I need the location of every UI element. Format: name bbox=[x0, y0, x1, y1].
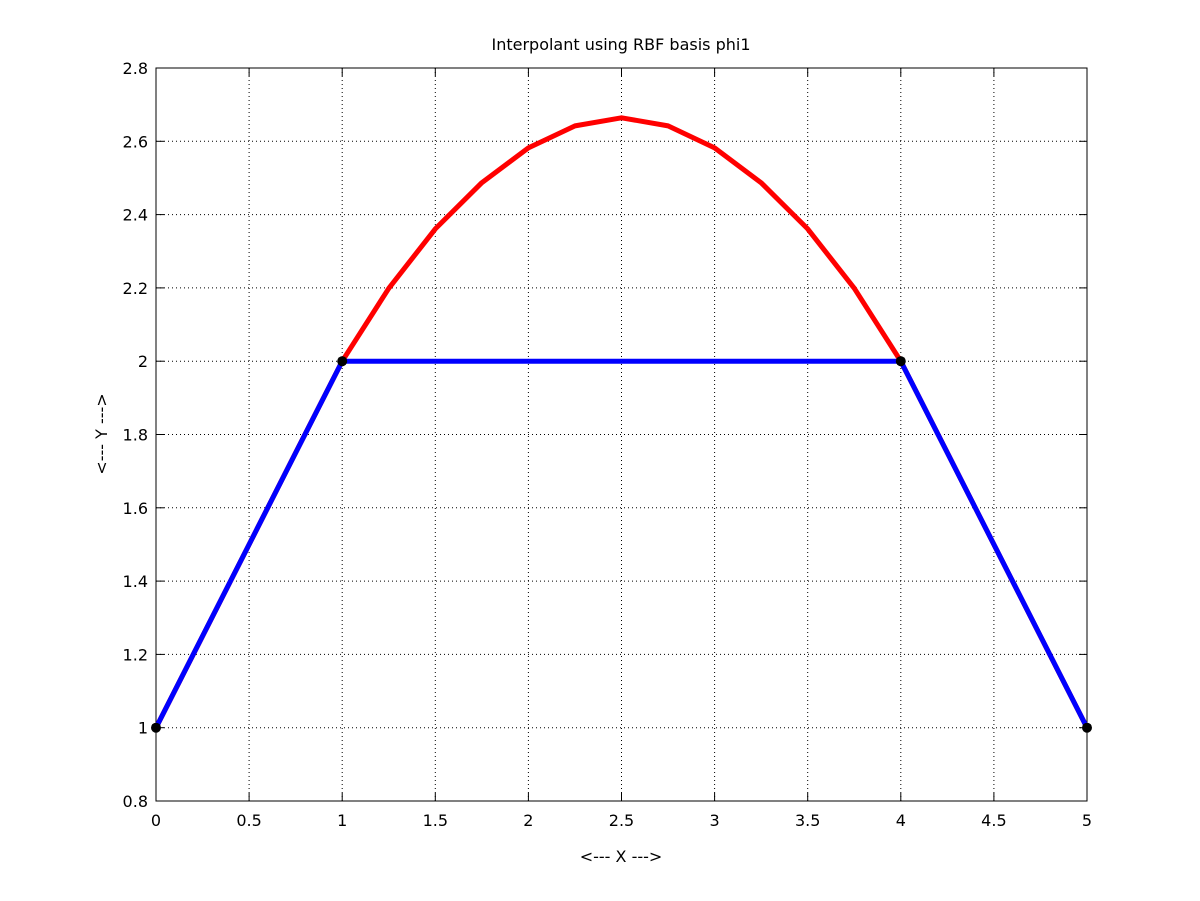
x-tick-label: 2.5 bbox=[609, 811, 634, 830]
x-axis-label: <--- X ---> bbox=[580, 847, 663, 866]
x-tick-label: 2 bbox=[523, 811, 533, 830]
chart-title: Interpolant using RBF basis phi1 bbox=[491, 35, 750, 54]
x-tick-label: 1.5 bbox=[423, 811, 448, 830]
y-tick-label: 1.8 bbox=[123, 426, 148, 445]
x-tick-label: 1 bbox=[337, 811, 347, 830]
y-tick-label: 1 bbox=[138, 719, 148, 738]
ticks: 0 0.5 1 1.5 2 2.5 3 3.5 4 4.5 5 0.8 1 1.2 1.4 1.6 1.8 2 2.… bbox=[123, 59, 1093, 830]
y-tick-label: 2.2 bbox=[123, 279, 148, 298]
data-point bbox=[337, 356, 348, 367]
series-line-2 bbox=[153, 358, 1090, 731]
x-tick-label: 0.5 bbox=[236, 811, 261, 830]
x-tick-label: 3.5 bbox=[795, 811, 820, 830]
y-tick-label: 2.8 bbox=[123, 59, 148, 78]
y-tick-label: 2.4 bbox=[123, 206, 148, 225]
plot-area bbox=[156, 68, 1087, 801]
y-axis-label: <--- Y ---> bbox=[92, 393, 111, 474]
x-tick-label: 5 bbox=[1082, 811, 1092, 830]
x-tick-label: 4 bbox=[896, 811, 906, 830]
data-point bbox=[151, 722, 161, 733]
x-tick-label: 0 bbox=[151, 811, 161, 830]
data-point bbox=[1082, 722, 1092, 733]
y-tick-label: 2.6 bbox=[123, 132, 148, 151]
data-points bbox=[151, 356, 1092, 733]
x-tick-label: 4.5 bbox=[981, 811, 1006, 830]
y-tick-label: 1.2 bbox=[123, 645, 148, 664]
data-point bbox=[895, 356, 906, 367]
y-tick-label: 1.6 bbox=[123, 499, 148, 518]
y-tick-label: 0.8 bbox=[123, 792, 148, 811]
x-tick-label: 3 bbox=[710, 811, 720, 830]
y-tick-label: 2 bbox=[138, 352, 148, 371]
y-tick-label: 1.4 bbox=[123, 572, 148, 591]
series-group bbox=[153, 115, 1090, 731]
